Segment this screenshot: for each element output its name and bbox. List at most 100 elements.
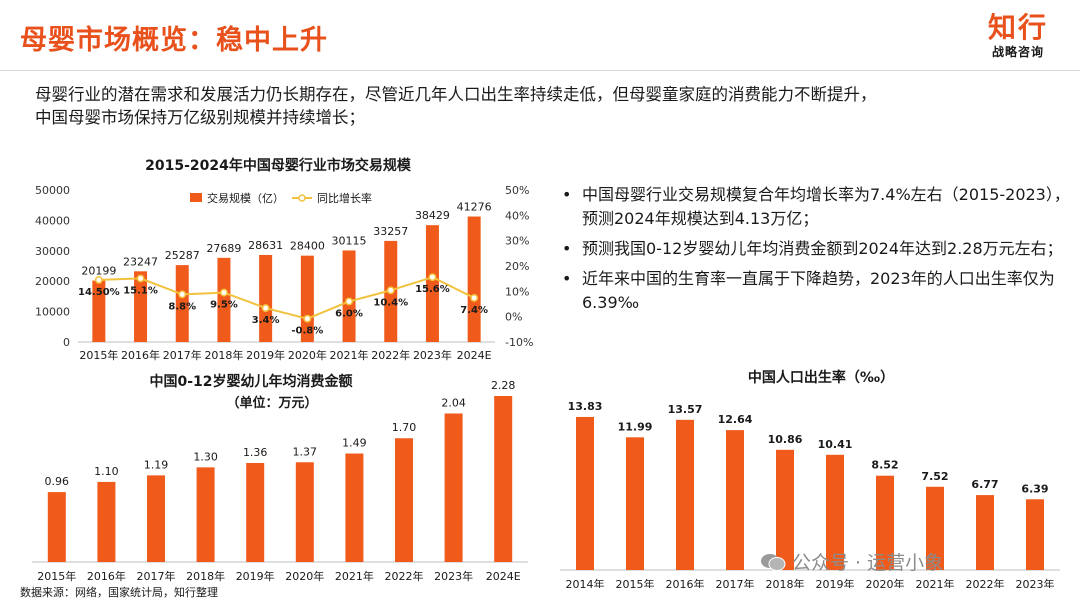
growth-rate-point bbox=[345, 297, 353, 306]
bar-value-label: 2.28 bbox=[491, 379, 516, 392]
bar-value-label: 13.83 bbox=[568, 400, 603, 413]
bar-value-label: 1.49 bbox=[342, 437, 367, 450]
bar-value-label: 1.36 bbox=[243, 446, 268, 459]
finding-item: 预测我国0-12岁婴幼儿年均消费金额到2024年达到2.28万元左右； bbox=[560, 237, 1070, 261]
growth-rate-label: 6.0% bbox=[335, 308, 363, 319]
y-tick-label: 50000 bbox=[35, 184, 70, 197]
bar bbox=[826, 454, 844, 570]
bar bbox=[444, 413, 463, 562]
bar-value-label: 1.37 bbox=[293, 445, 318, 458]
logo-main-text: 知行 bbox=[987, 11, 1048, 44]
bar bbox=[47, 492, 66, 562]
x-tick-label: 2019年 bbox=[816, 577, 855, 588]
x-tick-label: 2019年 bbox=[246, 348, 285, 362]
bar-market-size bbox=[342, 250, 356, 342]
y2-tick-label: 0% bbox=[505, 311, 522, 324]
watermark: 公众号 · 运营小象 bbox=[760, 548, 943, 575]
legend-swatch-marker bbox=[298, 194, 306, 202]
bar bbox=[97, 481, 116, 562]
bar-value-label: 33257 bbox=[373, 225, 408, 238]
y2-tick-label: 30% bbox=[505, 235, 529, 248]
bar-value-label: 23247 bbox=[123, 255, 158, 268]
bar-value-label: 41276 bbox=[457, 201, 492, 214]
growth-rate-point bbox=[136, 274, 145, 283]
bar-value-label: 2.04 bbox=[441, 396, 466, 409]
bar-value-label: 20199 bbox=[81, 265, 116, 278]
data-source-note: 数据来源：网络，国家统计局，知行整理 bbox=[20, 586, 218, 599]
intro-line-1: 母婴行业的潜在需求和发展活力仍长期存在，尽管近几年人口出生率持续走低，但母婴童家… bbox=[35, 85, 877, 104]
x-tick-label: 2024E bbox=[486, 570, 521, 583]
watermark-text: 公众号 · 运营小象 bbox=[792, 552, 944, 574]
bar-value-label: 1.19 bbox=[144, 458, 169, 471]
bar bbox=[295, 462, 314, 562]
bar bbox=[147, 475, 165, 562]
bar-value-label: 13.57 bbox=[668, 403, 703, 416]
bar-market-size bbox=[175, 265, 189, 342]
bar-value-label: 1.70 bbox=[392, 421, 417, 434]
x-tick-label: 2021年 bbox=[330, 348, 369, 362]
bar-market-size bbox=[259, 254, 273, 342]
x-tick-label: 2020年 bbox=[285, 569, 324, 583]
page-title: 母婴市场概览：稳中上升 bbox=[20, 25, 328, 56]
x-tick-label: 2022年 bbox=[966, 577, 1005, 588]
legend-swatch-bar bbox=[190, 193, 202, 202]
growth-rate-label: 15.6% bbox=[415, 284, 450, 295]
bar bbox=[494, 396, 513, 562]
growth-rate-point bbox=[261, 304, 270, 313]
bar bbox=[876, 475, 894, 570]
bar-value-label: 25287 bbox=[165, 249, 200, 262]
growth-rate-point bbox=[178, 290, 187, 299]
bar bbox=[196, 467, 215, 562]
growth-rate-line bbox=[98, 276, 475, 320]
growth-rate-label: 9.5% bbox=[210, 300, 238, 311]
bar-value-label: 28631 bbox=[248, 239, 283, 252]
growth-rate-point bbox=[428, 273, 437, 282]
chart-title: 2015-2024年中国母婴行业市场交易规模 bbox=[145, 157, 412, 174]
x-tick-label: 2022年 bbox=[371, 348, 410, 362]
bar-value-label: 38429 bbox=[415, 209, 450, 222]
x-tick-label: 2016年 bbox=[666, 577, 705, 588]
brand-logo: 知行 战略咨询 bbox=[978, 12, 1058, 60]
x-tick-label: 2017年 bbox=[716, 577, 755, 588]
x-tick-label: 2023年 bbox=[1016, 577, 1055, 588]
growth-rate-point bbox=[94, 275, 103, 284]
x-tick-label: 2019年 bbox=[236, 569, 275, 583]
y-tick-label: 30000 bbox=[35, 245, 70, 258]
bar-value-label: 11.99 bbox=[618, 420, 653, 433]
x-tick-label: 2016年 bbox=[87, 569, 126, 583]
child-spending-chart: 中国0-12岁婴幼儿年均消费金额 （单位：万元） 0.96 2015年 1.10 20… bbox=[32, 373, 528, 583]
bar bbox=[926, 486, 944, 570]
bar-value-label: 0.96 bbox=[45, 475, 70, 488]
bar bbox=[626, 437, 644, 570]
bar-value-label: 1.30 bbox=[193, 450, 218, 463]
y2-tick-label: 10% bbox=[505, 285, 529, 298]
chart-subtitle: （单位：万元） bbox=[226, 395, 317, 411]
growth-rate-label: -0.8% bbox=[291, 326, 323, 337]
wechat-icon bbox=[761, 553, 786, 571]
y-tick-label: 10000 bbox=[35, 306, 70, 319]
legend-label-bar: 交易规模（亿） bbox=[207, 191, 284, 205]
x-tick-label: 2014年 bbox=[566, 577, 605, 588]
bar-value-label: 28400 bbox=[290, 240, 325, 253]
chart-title: 中国人口出生率（‰） bbox=[748, 369, 894, 386]
bar bbox=[976, 495, 994, 570]
y-tick-label: 40000 bbox=[35, 214, 70, 227]
bar-value-label: 1.10 bbox=[94, 465, 119, 478]
bar bbox=[395, 438, 413, 562]
growth-rate-label: 10.4% bbox=[373, 297, 408, 308]
birth-rate-chart: 中国人口出生率（‰） 13.83 2014年 11.99 2015年 13.57 2016… bbox=[560, 369, 1060, 588]
chart-title: 中国0-12岁婴幼儿年均消费金额 bbox=[149, 373, 352, 390]
x-tick-label: 2015年 bbox=[37, 569, 76, 583]
key-findings-list: 中国母婴行业交易规模复合年均增长率为7.4%左右（2015-2023），预测20… bbox=[560, 183, 1070, 321]
bar-value-label: 8.52 bbox=[871, 459, 898, 472]
bar-value-label: 6.77 bbox=[971, 478, 998, 491]
growth-rate-label: 15.1% bbox=[123, 285, 158, 296]
y-tick-label: 20000 bbox=[35, 275, 70, 288]
growth-rate-label: 8.8% bbox=[168, 301, 196, 312]
market-size-chart: 2015-2024年中国母婴行业市场交易规模 交易规模（亿） 同比增长率 0 10… bbox=[35, 157, 533, 362]
x-tick-label: 2022年 bbox=[385, 569, 424, 583]
intro-line-2: 中国母婴市场保持万亿级别规模并持续增长； bbox=[35, 108, 365, 127]
bar-market-size bbox=[425, 225, 439, 342]
growth-rate-point bbox=[220, 288, 228, 297]
bar-value-label: 7.52 bbox=[921, 470, 948, 483]
